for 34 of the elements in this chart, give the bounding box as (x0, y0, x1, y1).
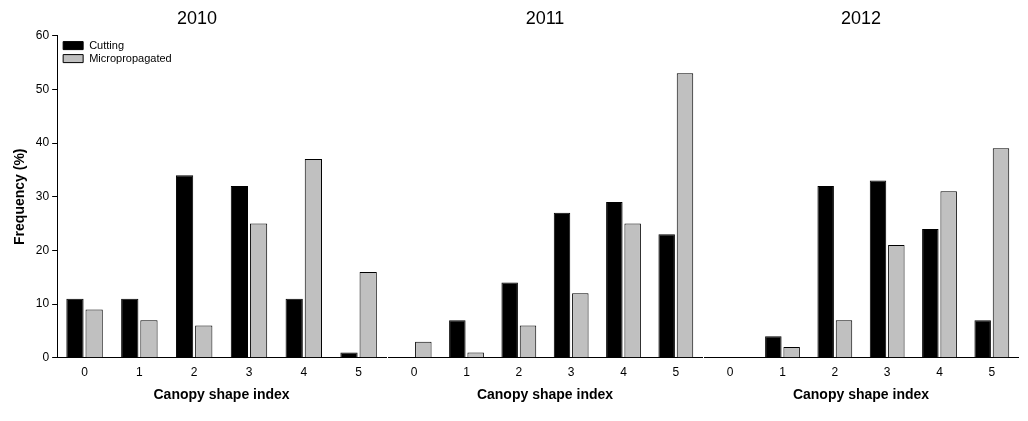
x-tick-label: 5 (355, 365, 363, 380)
x-tick-label: 2 (190, 365, 198, 380)
x-axis-title: Canopy shape index (792, 386, 930, 403)
x-tick-label: 1 (463, 365, 471, 380)
x-tick-label: 2 (515, 365, 523, 380)
y-tick-label: 10 (35, 296, 50, 311)
x-axis-title: Canopy shape index (153, 386, 290, 403)
x-tick-label: 3 (245, 365, 253, 380)
x-tick-label: 0 (81, 365, 89, 380)
x-tick-label: 4 (620, 365, 628, 380)
chart-title: 2010 (176, 7, 218, 28)
x-tick-label: 3 (883, 365, 891, 380)
y-tick-label: 0 (42, 350, 50, 365)
legend-label: Micropropagated (89, 51, 172, 64)
chart-title: 2012 (840, 7, 882, 28)
y-tick-label: 20 (35, 242, 50, 257)
y-tick-label: 50 (35, 81, 50, 96)
chart-title: 2011 (525, 7, 565, 28)
x-axis-title: Canopy shape index (476, 386, 614, 403)
x-tick-label: 2 (831, 365, 839, 380)
x-tick-label: 1 (779, 365, 787, 380)
x-tick-label: 4 (936, 365, 944, 380)
y-tick-label: 60 (35, 27, 50, 42)
x-tick-label: 5 (672, 365, 680, 380)
x-tick-label: 1 (136, 365, 144, 380)
x-tick-label: 0 (410, 365, 418, 380)
y-tick-label: 30 (35, 189, 50, 204)
x-tick-label: 5 (988, 365, 996, 380)
x-tick-label: 4 (300, 365, 308, 380)
legend-label: Cutting (89, 38, 125, 51)
x-tick-label: 3 (567, 365, 575, 380)
y-tick-label: 40 (35, 135, 50, 150)
y-axis-title: Frequency (%) (11, 148, 28, 245)
x-tick-label: 0 (726, 365, 734, 380)
